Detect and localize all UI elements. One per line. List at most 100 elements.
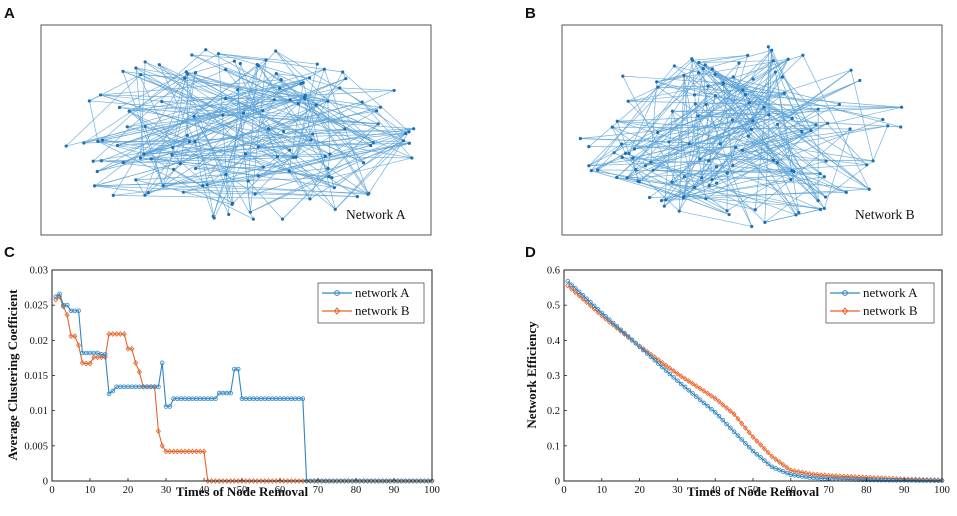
chart-c-ytick-label: 0.025 xyxy=(24,301,48,312)
chart-d-point xyxy=(607,317,612,322)
network-b-edge xyxy=(764,176,825,223)
network-a-node xyxy=(91,159,95,163)
chart-d-point xyxy=(697,385,703,392)
network-b-edge xyxy=(626,62,740,179)
network-b-node xyxy=(881,117,885,122)
network-b-node xyxy=(692,93,697,97)
chart-c-point xyxy=(117,331,123,337)
network-b-edge xyxy=(755,128,851,211)
network-a-edge xyxy=(135,67,145,155)
network-b-node xyxy=(701,66,705,71)
chart-c-point xyxy=(167,448,173,455)
chart-d-xtick-label: 80 xyxy=(861,485,872,496)
network-b-node xyxy=(625,176,629,180)
chart-d-point xyxy=(750,448,756,454)
chart-d-point xyxy=(765,449,771,456)
chart-c-point xyxy=(171,448,177,455)
network-a-edge xyxy=(254,133,313,195)
network-a-node xyxy=(142,152,146,156)
network-b-node xyxy=(746,134,750,138)
network-b-edge xyxy=(735,124,817,148)
network-a-nodes xyxy=(64,48,416,221)
network-a-node xyxy=(323,154,327,158)
chart-d-point xyxy=(822,472,828,479)
network-b-edge xyxy=(632,104,707,159)
network-a-edge xyxy=(247,180,283,220)
network-a-edge xyxy=(258,90,395,148)
network-b-node xyxy=(670,109,675,113)
network-a-node xyxy=(314,103,318,107)
chart-c-legend-marker xyxy=(333,307,341,315)
network-b-node xyxy=(801,53,805,57)
network-a-edge xyxy=(334,133,406,210)
network-a-edge xyxy=(97,78,346,172)
chart-d-point xyxy=(712,395,718,402)
network-b-edge xyxy=(652,49,772,171)
chart-d-point xyxy=(675,378,680,384)
network-a-node xyxy=(302,95,307,99)
network-a-node xyxy=(205,183,209,187)
network-b-edge xyxy=(698,72,721,145)
chart-c-point xyxy=(57,293,63,300)
chart-d-point xyxy=(663,362,669,369)
chart-d-point xyxy=(780,461,786,468)
chart-d-point xyxy=(580,293,586,298)
network-b-node xyxy=(707,184,711,188)
chart-c-xtick-label: 30 xyxy=(161,485,172,496)
chart-c-point xyxy=(155,428,161,434)
chart-c-xtick-label: 50 xyxy=(237,485,248,496)
chart-d-point xyxy=(614,324,620,329)
chart-d-point xyxy=(693,383,699,389)
network-a-edge xyxy=(275,50,302,84)
network-b-edge xyxy=(634,143,690,150)
chart-c-xtick-label: 0 xyxy=(49,485,54,496)
network-b-node xyxy=(797,210,801,215)
network-a-edge xyxy=(194,99,275,142)
network-a-node xyxy=(275,155,279,159)
network-a-node xyxy=(99,159,103,163)
network-b-node xyxy=(659,198,664,203)
network-b-node xyxy=(587,145,591,149)
chart-c-point xyxy=(216,478,222,484)
network-b-edge xyxy=(617,120,752,130)
chart-d-point xyxy=(671,368,677,374)
network-a-edge xyxy=(119,71,187,108)
network-a-node xyxy=(294,155,298,159)
network-a-node xyxy=(361,161,366,165)
network-b-node xyxy=(713,72,717,76)
chart-c-legend: network A network B xyxy=(317,282,425,324)
chart-c-point xyxy=(250,478,256,484)
network-a-node xyxy=(307,76,312,80)
chart-c-point xyxy=(106,331,112,337)
network-b-node xyxy=(700,176,704,180)
network-b-node xyxy=(741,88,745,92)
network-a-node xyxy=(301,81,305,85)
network-b-node xyxy=(727,212,731,217)
network-b-edge xyxy=(665,172,728,201)
network-a-graph xyxy=(64,48,416,221)
chart-d-point xyxy=(739,420,745,427)
network-b-node xyxy=(664,198,668,202)
chart-c-ytick-label: 0 xyxy=(43,477,48,488)
network-b-edge xyxy=(656,49,772,83)
network-a-edge xyxy=(89,100,379,125)
network-a-edge xyxy=(102,49,207,141)
chart-c-ytick-label: 0.005 xyxy=(24,441,48,452)
network-a-node xyxy=(204,48,208,52)
network-a-node xyxy=(327,174,331,179)
chart-d-point xyxy=(697,397,703,403)
chart-c-legend-a: network A xyxy=(355,285,410,300)
network-b-edge xyxy=(702,68,713,180)
chart-c-point xyxy=(220,478,226,484)
chart-c-point xyxy=(98,354,104,361)
chart-c-point xyxy=(277,478,283,484)
network-a-edge xyxy=(276,73,379,125)
network-b-edge xyxy=(775,71,800,213)
network-b-edge xyxy=(723,82,792,180)
network-a-edge xyxy=(202,185,215,219)
network-a-node xyxy=(185,133,189,137)
chart-d-legend-marker xyxy=(841,307,849,315)
network-b-edge xyxy=(704,64,797,216)
chart-d-point xyxy=(678,373,684,380)
network-a-edge xyxy=(277,156,311,200)
